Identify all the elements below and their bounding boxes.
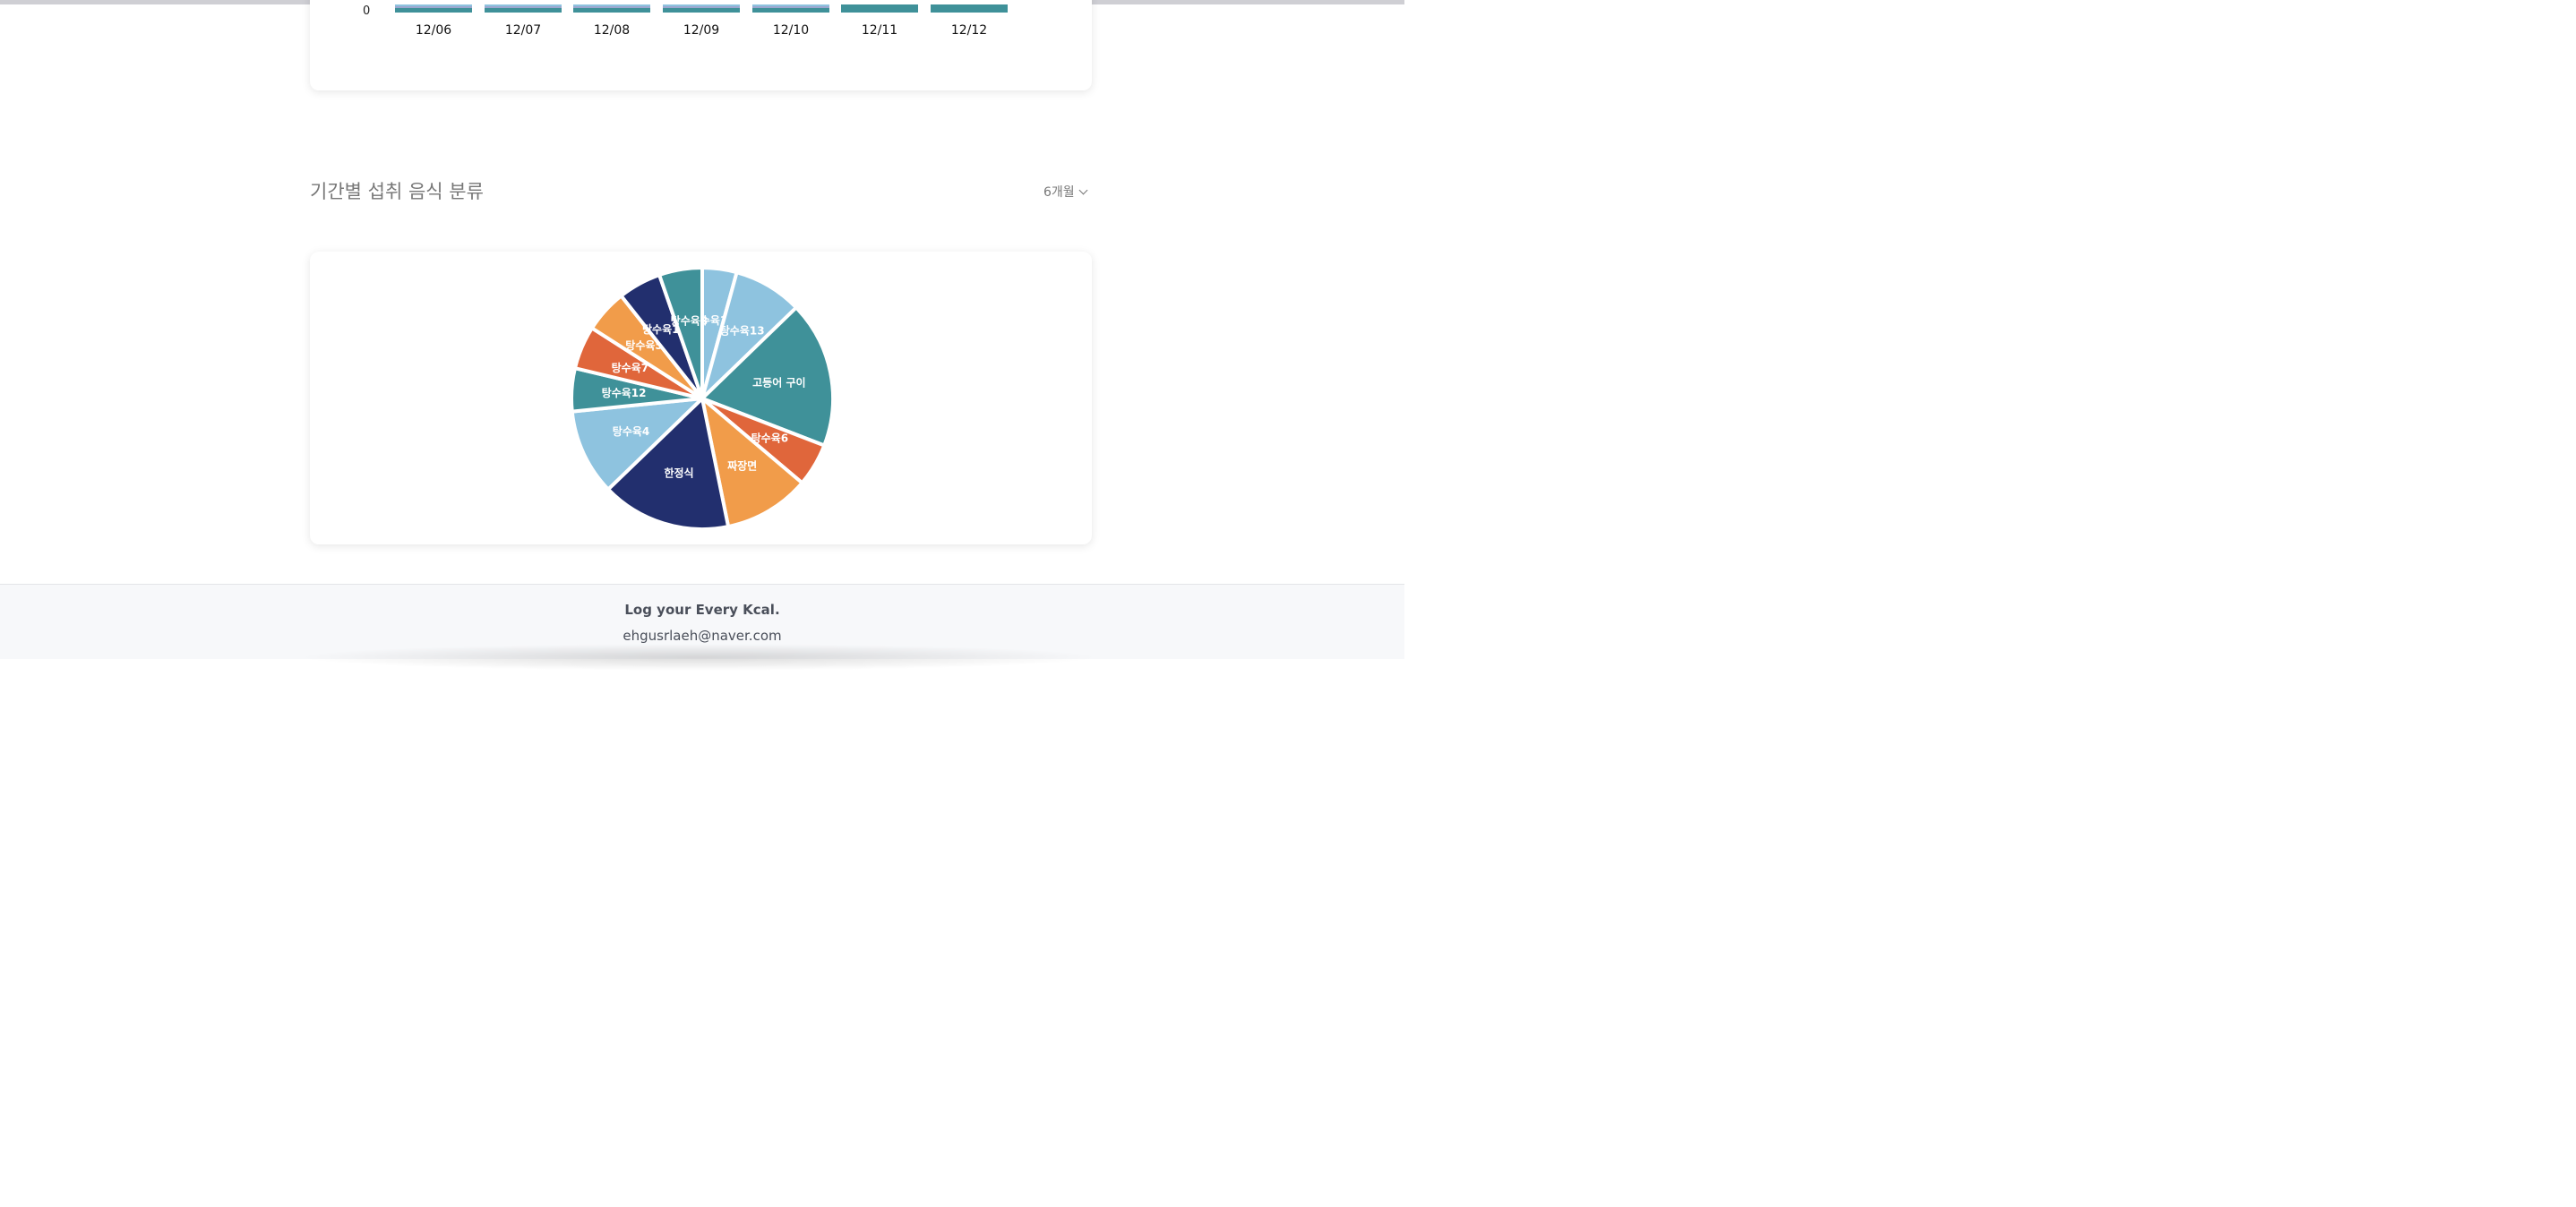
pie-slice-label: 탕수육5 <box>625 338 662 352</box>
period-dropdown[interactable]: 6개월 <box>1043 183 1088 201</box>
bar-12-06 <box>395 4 472 13</box>
x-tick-label: 12/09 <box>683 23 720 38</box>
daily-chart-card <box>310 0 1092 90</box>
x-tick-label: 12/11 <box>861 23 898 38</box>
pie-slice-label: 짜장면 <box>727 458 757 472</box>
pie-slice[interactable] <box>570 397 704 492</box>
bar-12-11 <box>841 4 918 13</box>
pie-slice[interactable] <box>657 266 704 400</box>
x-tick-label: 12/12 <box>950 23 988 38</box>
bar-12-12 <box>931 4 1008 13</box>
bar-12-08 <box>573 4 650 13</box>
x-tick-label: 12/10 <box>772 23 810 38</box>
bar-12-09 <box>663 4 740 13</box>
footer-email: ehgusrlaeh@naver.com <box>623 628 782 644</box>
footer: Log your Every Kcal. ehgusrlaeh@naver.co… <box>0 584 1404 671</box>
pie-slice-label: 탕수육13 <box>720 324 765 338</box>
footer-shadow <box>296 644 1102 671</box>
pie-slice[interactable] <box>700 397 804 529</box>
pie-slice-label: 탕수육7 <box>612 361 648 374</box>
pie-slice-label: 탕수육8 <box>671 314 708 328</box>
pie-slice-label: 탕수육6 <box>751 432 788 445</box>
x-tick-label: 12/07 <box>504 23 542 38</box>
footer-slogan: Log your Every Kcal. <box>624 602 780 618</box>
pie-slice-label: 고등어 구이 <box>752 376 805 389</box>
x-tick-label: 12/06 <box>415 23 452 38</box>
x-tick-label: 12/08 <box>593 23 631 38</box>
pie-slice[interactable] <box>606 397 731 531</box>
period-dropdown-label: 6개월 <box>1043 185 1075 200</box>
bar-12-07 <box>485 4 562 13</box>
bar-12-10 <box>752 4 829 13</box>
pie-slice-label: 탕수육4 <box>613 424 649 438</box>
pie-slice-label: 한정식 <box>664 467 693 480</box>
chevron-down-icon <box>1078 185 1088 195</box>
section-title: 기간별 섭취 음식 분류 <box>310 181 484 202</box>
y-axis-zero-label: 0 <box>363 4 371 18</box>
pie-slice-label: 탕수육12 <box>602 386 647 399</box>
